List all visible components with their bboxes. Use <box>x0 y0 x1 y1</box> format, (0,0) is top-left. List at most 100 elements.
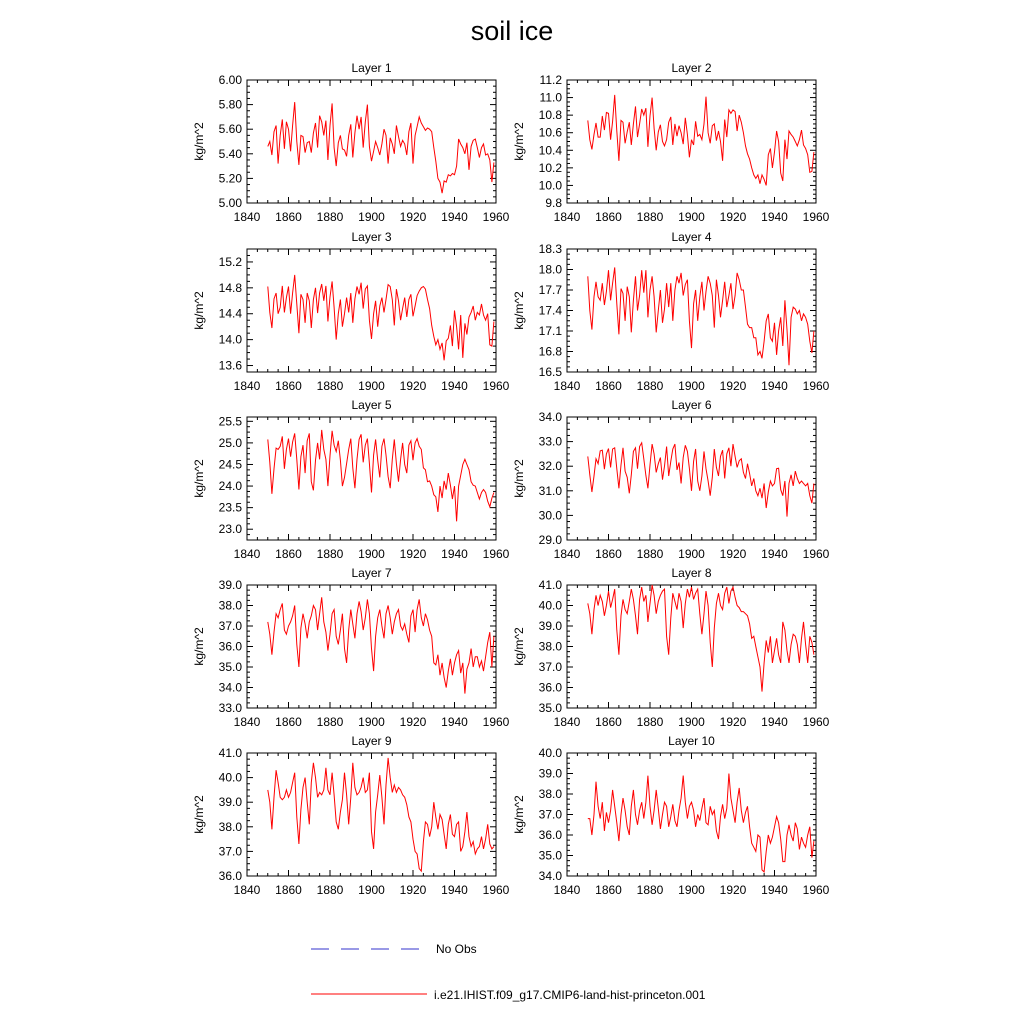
y-tick-label: 32.0 <box>539 459 563 473</box>
y-tick-label: 5.60 <box>219 122 243 136</box>
x-tick-label: 1880 <box>637 547 664 561</box>
y-tick-label: 10.6 <box>539 126 563 140</box>
y-tick-label: 5.40 <box>219 147 243 161</box>
y-tick-label: 35.0 <box>219 660 243 674</box>
x-tick-label: 1920 <box>720 883 747 897</box>
x-tick-label: 1840 <box>554 379 581 393</box>
plot-frame <box>246 416 497 541</box>
y-tick-label: 23.0 <box>219 522 243 536</box>
x-tick-label: 1880 <box>317 379 344 393</box>
y-tick-label: 30.0 <box>539 508 563 522</box>
series-line <box>587 267 815 366</box>
y-tick-label: 6.00 <box>219 73 243 87</box>
x-tick-label: 1880 <box>317 715 344 729</box>
y-tick-label: 35.0 <box>539 701 563 715</box>
y-tick-label: 34.0 <box>539 410 563 424</box>
x-tick-label: 1860 <box>275 379 302 393</box>
x-tick-label: 1860 <box>275 210 302 224</box>
y-axis-label: kg/m^2 <box>512 291 526 330</box>
x-tick-label: 1960 <box>803 715 830 729</box>
x-tick-label: 1900 <box>678 379 705 393</box>
x-tick-label: 1920 <box>400 883 427 897</box>
y-tick-label: 38.0 <box>539 640 563 654</box>
series-line <box>267 757 495 873</box>
y-axis-label: kg/m^2 <box>192 795 206 834</box>
x-tick-label: 1900 <box>678 210 705 224</box>
chart-title: Layer 4 <box>671 230 711 244</box>
y-tick-label: 5.20 <box>219 171 243 185</box>
x-tick-label: 1900 <box>678 715 705 729</box>
plot-frame <box>566 752 817 877</box>
x-tick-label: 1940 <box>761 547 788 561</box>
x-tick-label: 1840 <box>234 883 261 897</box>
y-tick-label: 40.0 <box>539 746 563 760</box>
y-axis-label: kg/m^2 <box>192 291 206 330</box>
y-tick-label: 17.1 <box>539 324 563 338</box>
x-tick-label: 1880 <box>637 883 664 897</box>
x-tick-label: 1880 <box>317 210 344 224</box>
y-tick-label: 41.0 <box>219 746 243 760</box>
chart-title: Layer 6 <box>671 398 711 412</box>
chart-panel-8: Layer 8 1840 1860 1880 1900 1920 1940 1960 35.0 3… <box>512 566 830 729</box>
x-tick-label: 1920 <box>400 715 427 729</box>
chart-panel-3: Layer 3 1840 1860 1880 1900 1920 1940 1960 13.6 1… <box>192 230 510 393</box>
x-tick-label: 1840 <box>554 210 581 224</box>
chart-panel-1: Layer 1 1840 1860 1880 1900 1920 1940 1960 5.00 5… <box>192 61 510 224</box>
y-tick-label: 11.0 <box>540 91 563 105</box>
y-tick-label: 10.4 <box>539 143 563 157</box>
series-line <box>587 773 815 873</box>
chart-title: Layer 2 <box>671 61 711 75</box>
y-tick-label: 10.8 <box>539 108 563 122</box>
x-tick-label: 1940 <box>441 210 468 224</box>
x-tick-label: 1940 <box>761 715 788 729</box>
chart-panel-9: Layer 9 1840 1860 1880 1900 1920 1940 1960 36.0 3… <box>192 734 510 897</box>
x-tick-label: 1900 <box>358 883 385 897</box>
chart-title: Layer 5 <box>351 398 391 412</box>
x-tick-label: 1920 <box>720 547 747 561</box>
x-tick-label: 1960 <box>483 883 510 897</box>
x-tick-label: 1960 <box>803 379 830 393</box>
x-tick-label: 1900 <box>358 547 385 561</box>
x-tick-label: 1840 <box>234 379 261 393</box>
x-tick-label: 1940 <box>761 883 788 897</box>
chart-panel-4: Layer 4 1840 1860 1880 1900 1920 1940 1960 16.5 1… <box>512 230 830 393</box>
legend-obs-line <box>311 948 419 950</box>
y-tick-label: 39.0 <box>219 578 243 592</box>
chart-panel-2: Layer 2 1840 1860 1880 1900 1920 1940 1960 9.8 10… <box>512 61 830 224</box>
y-tick-label: 15.2 <box>219 255 243 269</box>
x-tick-label: 1920 <box>720 715 747 729</box>
y-tick-label: 37.0 <box>539 808 563 822</box>
y-tick-label: 14.0 <box>219 333 243 347</box>
y-tick-label: 24.0 <box>219 479 243 493</box>
y-axis-label: kg/m^2 <box>192 627 206 666</box>
series-line <box>587 584 815 692</box>
y-tick-label: 11.2 <box>540 73 563 87</box>
y-axis-label: kg/m^2 <box>512 795 526 834</box>
chart-panel-10: Layer 10 1840 1860 1880 1900 1920 1940 1960 34.0… <box>512 734 830 897</box>
x-tick-label: 1860 <box>595 883 622 897</box>
legend-model-line <box>311 993 427 995</box>
y-tick-label: 38.0 <box>219 599 243 613</box>
plot-frame <box>566 584 817 709</box>
series-line <box>267 429 495 522</box>
y-tick-label: 14.8 <box>219 281 243 295</box>
y-tick-label: 33.0 <box>219 701 243 715</box>
y-tick-label: 33.0 <box>539 435 563 449</box>
x-tick-label: 1880 <box>317 883 344 897</box>
series-line <box>267 274 495 361</box>
chart-title: Layer 3 <box>351 230 391 244</box>
x-tick-label: 1860 <box>275 547 302 561</box>
x-tick-label: 1860 <box>595 379 622 393</box>
chart-title: Layer 7 <box>351 566 391 580</box>
y-tick-label: 41.0 <box>539 578 563 592</box>
y-tick-label: 37.0 <box>219 619 243 633</box>
x-tick-label: 1960 <box>803 210 830 224</box>
y-tick-label: 39.0 <box>219 795 243 809</box>
y-tick-label: 40.0 <box>219 771 243 785</box>
x-tick-label: 1940 <box>441 883 468 897</box>
x-tick-label: 1860 <box>275 883 302 897</box>
x-tick-label: 1940 <box>761 210 788 224</box>
x-tick-label: 1840 <box>234 210 261 224</box>
